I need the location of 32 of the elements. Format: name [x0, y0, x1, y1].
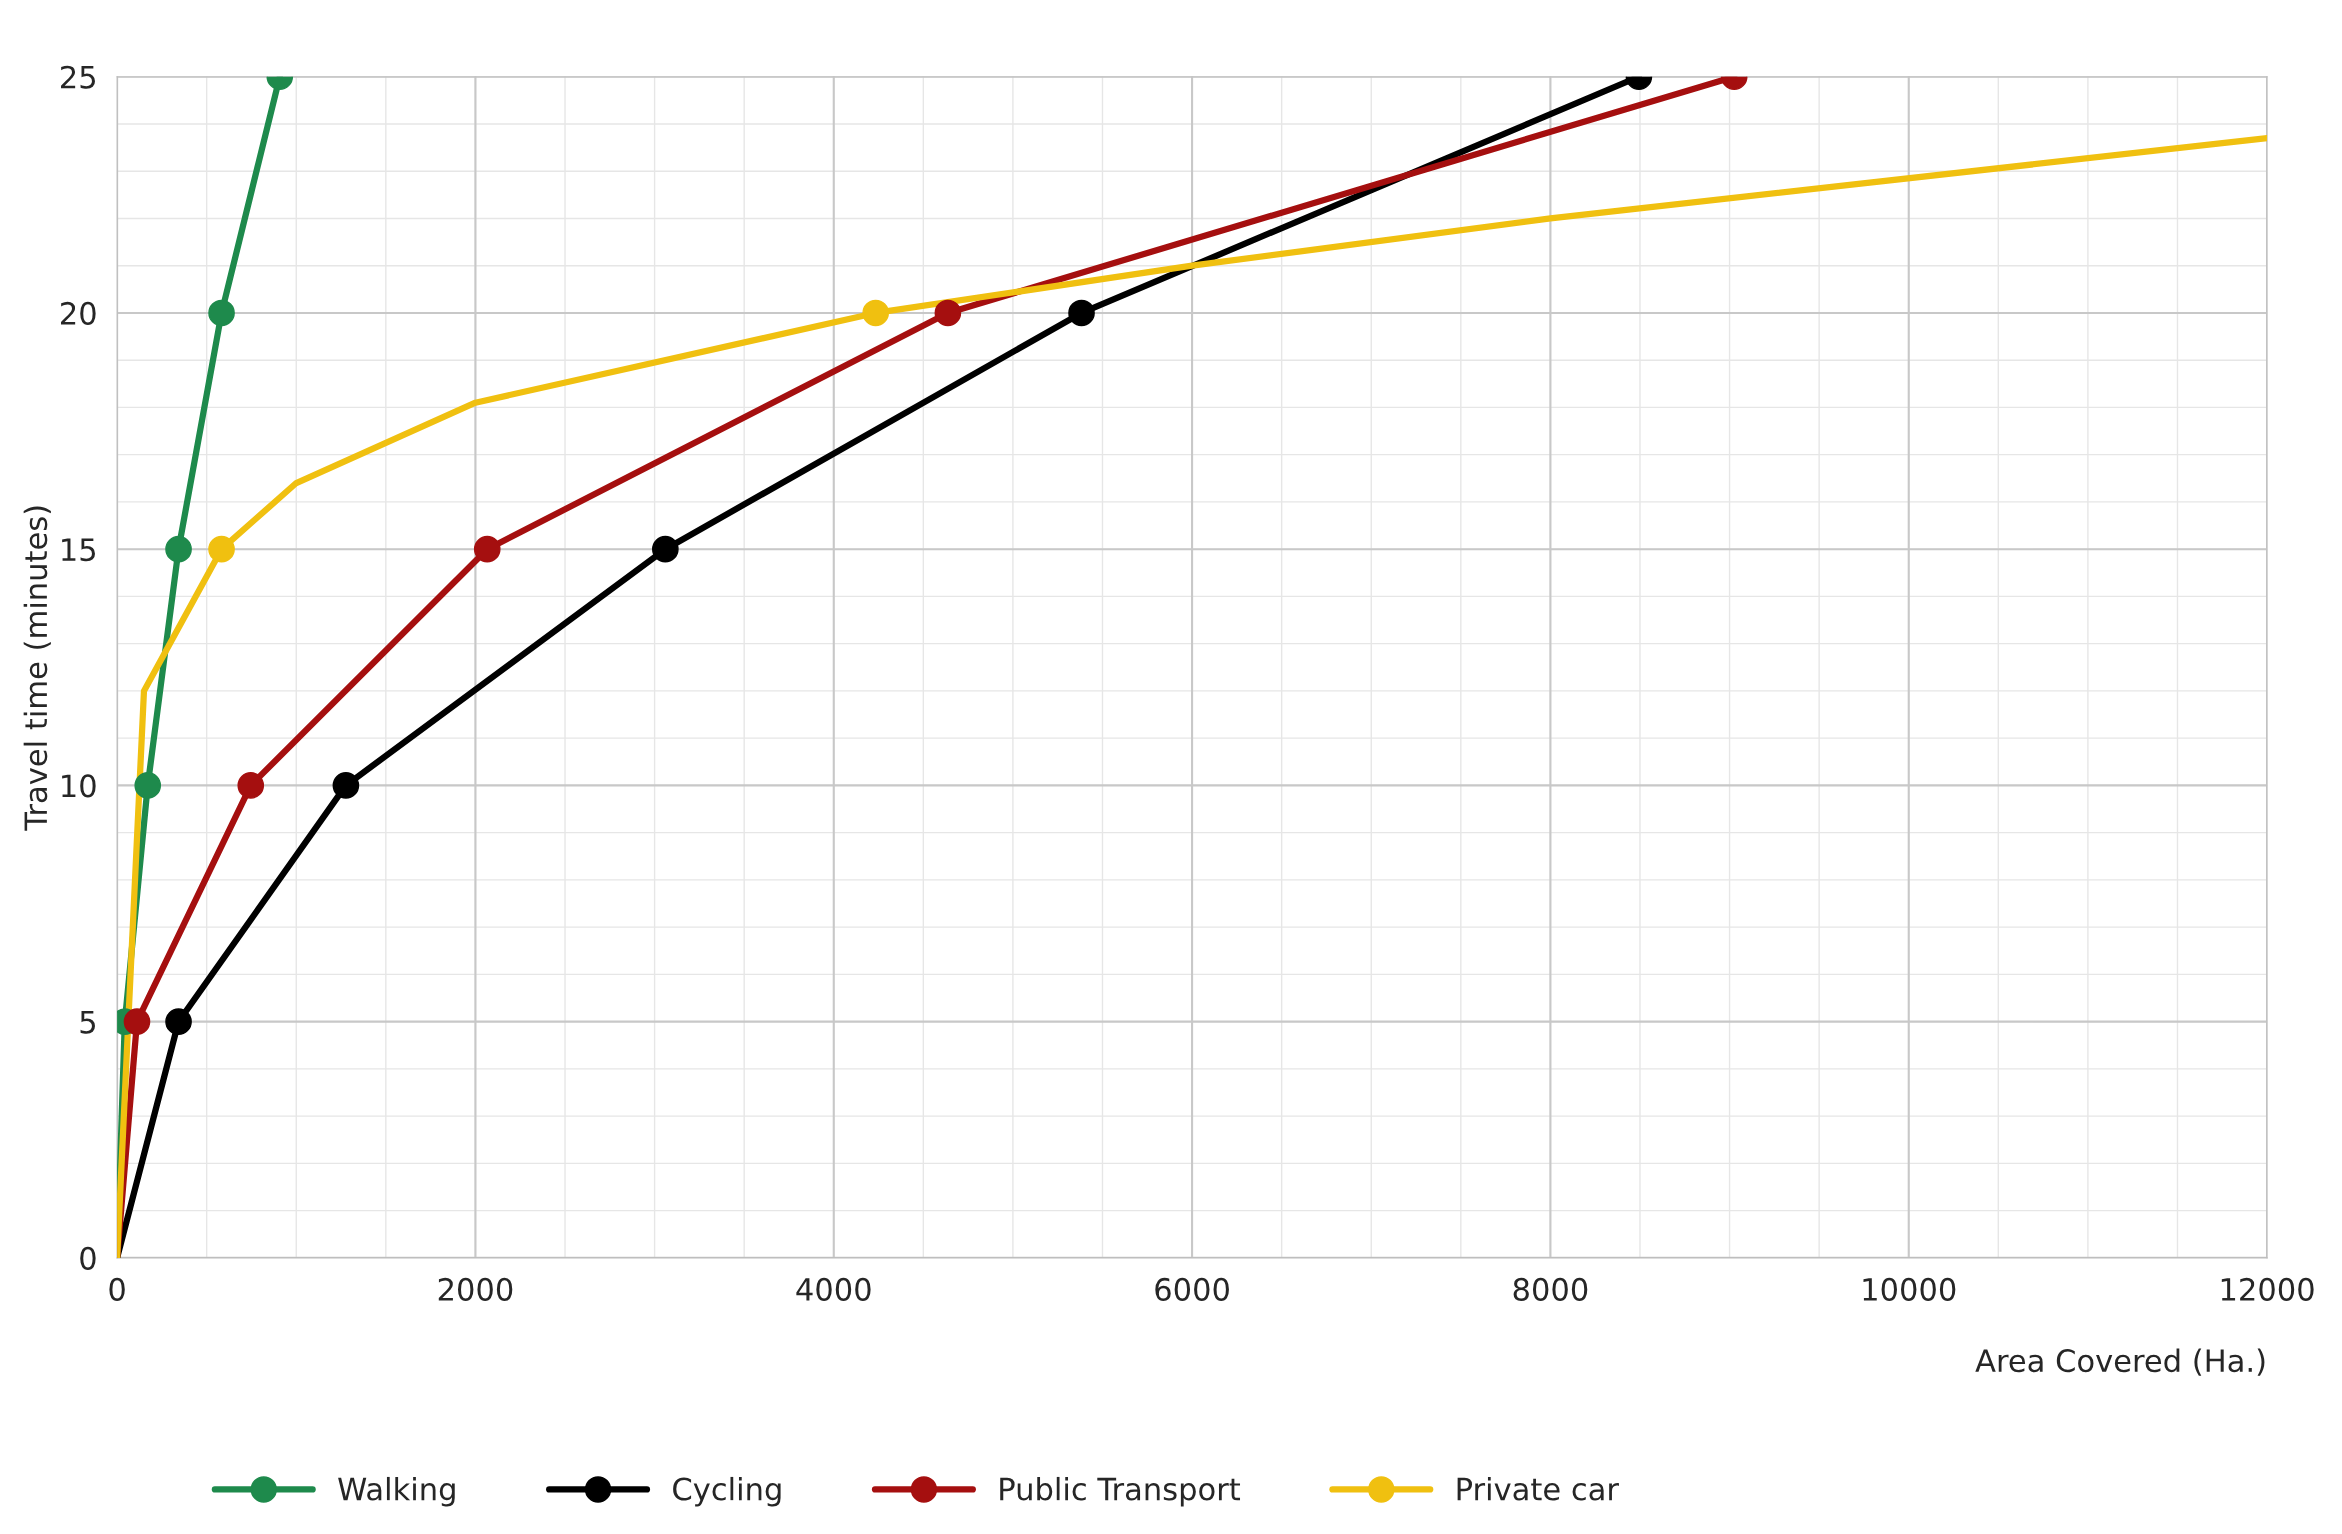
x-tick-label: 6000: [1155, 1277, 1229, 1301]
y-tick-label: 15: [62, 538, 95, 562]
x-tick-label: 10000: [1863, 1277, 1956, 1301]
point: [237, 772, 265, 799]
point: [134, 772, 162, 799]
point: [208, 535, 235, 563]
y-tick-label: 20: [61, 301, 96, 325]
point: [123, 1008, 151, 1035]
point: [862, 299, 889, 327]
point: [652, 535, 679, 563]
x-tick-label: 4000: [796, 1277, 871, 1301]
y-tick-label: 0: [80, 1246, 96, 1270]
point: [165, 1008, 192, 1035]
y-tick-label: 10: [62, 774, 96, 798]
x-tick-label: 2000: [438, 1277, 513, 1301]
point: [473, 535, 501, 563]
legend-label: Walking: [338, 1476, 455, 1507]
point: [165, 535, 192, 563]
x-tick-label: 0: [109, 1277, 125, 1301]
x-axis-title: Area Covered (Ha.): [1975, 1348, 2265, 1376]
x-tick-label: 8000: [1513, 1277, 1588, 1301]
point: [934, 299, 962, 327]
legend-label: Private car: [1457, 1476, 1619, 1501]
point: [1068, 299, 1095, 327]
y-tick-label: 25: [61, 65, 95, 89]
point: [208, 299, 235, 327]
point: [332, 772, 360, 799]
y-axis-title: Travel time (minutes): [23, 506, 51, 831]
y-tick-label: 5: [80, 1010, 95, 1034]
legend-label: Public Transport: [1000, 1476, 1241, 1507]
legend-label: Cycling: [673, 1476, 781, 1507]
x-tick-label: 12000: [2221, 1277, 2314, 1301]
